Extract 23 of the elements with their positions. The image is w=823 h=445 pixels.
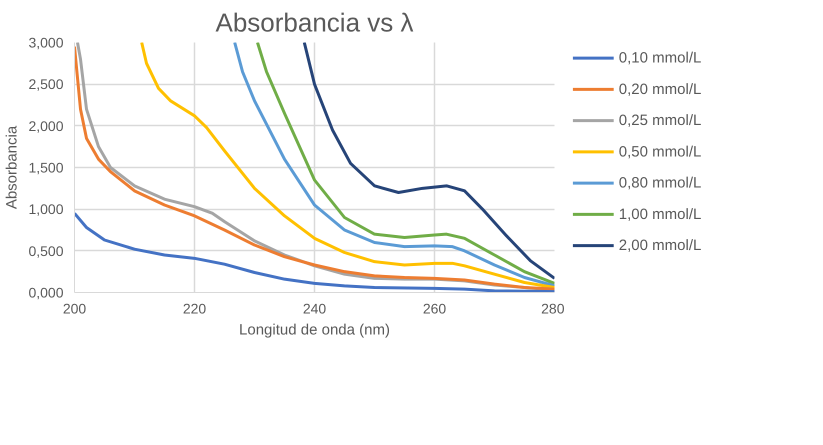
line-series [302,42,554,280]
legend-label: 0,20 mmol/L [618,80,702,98]
x-tick-label: 220 [182,300,206,316]
x-tick-label: 280 [541,300,565,316]
x-tick-label: 200 [62,300,86,316]
legend-label: 0,50 mmol/L [618,143,702,160]
legend-label: 0,80 mmol/L [618,174,702,192]
y-axis-title: Absorbancia [3,125,20,210]
legend-label: 1,00 mmol/L [618,206,702,223]
y-tick-label: 0,000 [28,284,64,300]
x-tick-label: 240 [302,300,326,316]
legend-label: 0,10 mmol/L [618,50,702,67]
legend-label: 2,00 mmol/L [618,237,702,254]
y-tick-label: 1,500 [28,160,64,176]
chart-title: Absorbancia vs λ [216,8,414,38]
legend-label: 0,25 mmol/L [618,112,702,130]
x-axis-title: Longitud de onda (nm) [239,322,390,338]
y-tick-label: 3,000 [28,34,64,50]
y-tick-label: 1,000 [28,201,64,218]
y-tick-label: 2,000 [28,118,64,134]
y-tick-label: 2,500 [28,76,64,92]
x-tick-label: 260 [422,300,446,316]
y-tick-label: 0,500 [28,242,64,259]
